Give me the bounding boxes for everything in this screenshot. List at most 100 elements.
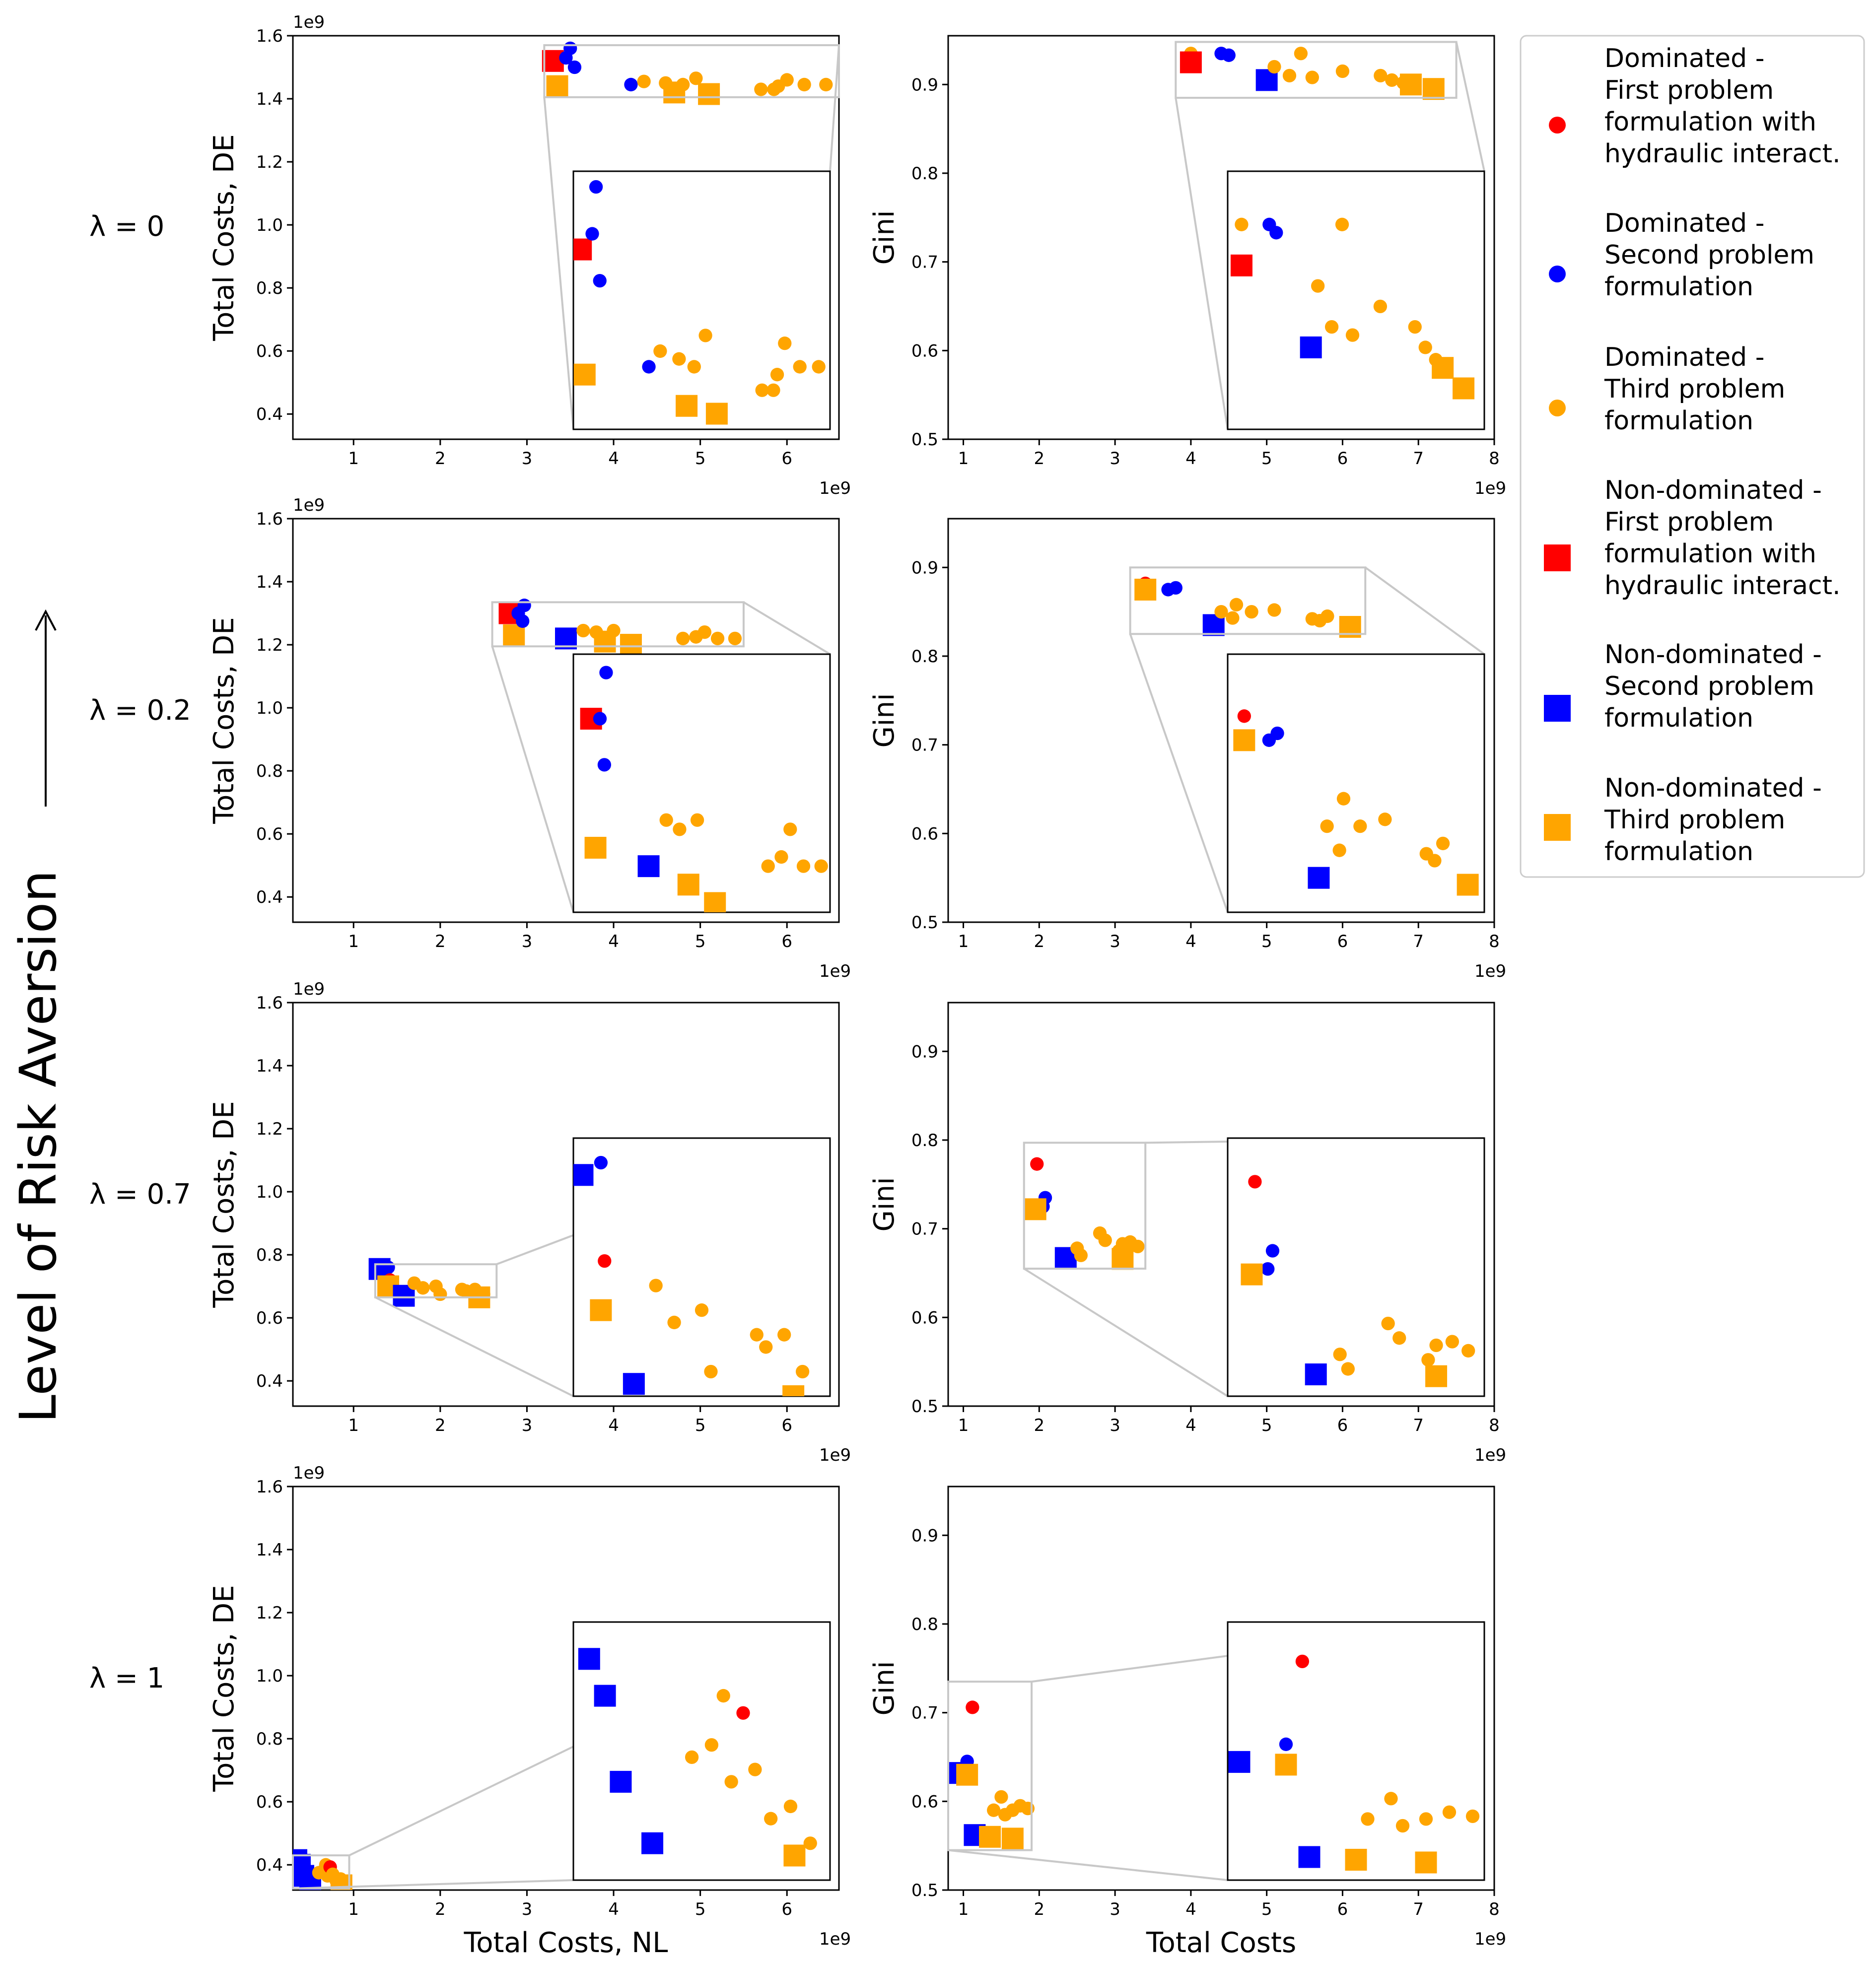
inset-point-dominated-first (1295, 1654, 1310, 1669)
y-axis-label: Gini (868, 1177, 901, 1231)
x-tick-label: 6 (781, 932, 792, 951)
x-tick-label: 1 (958, 1416, 969, 1435)
inset-point-dominated-third (659, 813, 673, 827)
inset-point-dominated-third (796, 859, 811, 873)
point-dominated-third (433, 1287, 447, 1301)
x-tick-label: 3 (1110, 449, 1120, 469)
inset-point-dominated-second (1261, 1262, 1275, 1276)
x-tick-label: 3 (1110, 1899, 1120, 1919)
x-tick-label: 1 (348, 1416, 359, 1435)
x-tick-label: 5 (695, 1899, 706, 1919)
x-tick-label: 1 (348, 1899, 359, 1919)
point-dominated-first (1030, 1157, 1044, 1171)
legend-marker-1 (1549, 266, 1566, 282)
point-dominated-third (576, 623, 590, 638)
y-tick-label: 0.8 (256, 278, 283, 298)
point-dominated-third (754, 82, 768, 96)
inset-point-nondominated-second (578, 1648, 600, 1670)
inset-point-dominated-second (593, 273, 607, 288)
point-nondominated-third (663, 81, 686, 104)
x-tick-label: 6 (1337, 932, 1348, 951)
point-nondominated-third (956, 1763, 978, 1786)
point-dominated-third (1245, 605, 1258, 619)
inset-point-dominated-second (1279, 1737, 1293, 1751)
x-tick-label: 6 (1337, 1899, 1348, 1919)
y-tick-label: 1.6 (256, 509, 283, 529)
point-dominated-third (1229, 598, 1244, 611)
row-label-1: λ = 0.2 (89, 694, 191, 727)
y-tick-label: 0.4 (256, 1855, 283, 1875)
legend-marker-5 (1544, 814, 1571, 841)
inset-point-dominated-third (795, 1364, 810, 1379)
x-tick-label: 3 (1110, 932, 1120, 951)
point-dominated-third (1267, 60, 1281, 74)
point-dominated-third (819, 77, 833, 92)
risk-aversion-arrow (35, 609, 57, 807)
inset-point-nondominated-third (783, 1844, 806, 1867)
inset-point-dominated-third (814, 859, 828, 873)
y-tick-label: 1.4 (256, 89, 283, 109)
row-label-3: λ = 1 (89, 1662, 164, 1694)
x-offset-label: 1e9 (819, 478, 851, 498)
point-dominated-third (1374, 68, 1388, 83)
y-tick-label: 0.5 (911, 1881, 938, 1900)
x-tick-label: 2 (435, 1899, 446, 1919)
inset-point-nondominated-third (1432, 357, 1454, 379)
point-dominated-third (1282, 68, 1297, 83)
x-offset-label: 1e9 (1474, 1929, 1506, 1949)
x-tick-label: 8 (1489, 1899, 1500, 1919)
x-tick-label: 8 (1489, 1416, 1500, 1435)
y-tick-label: 0.8 (911, 647, 938, 667)
point-dominated-first (966, 1700, 979, 1714)
legend-entry-4: Non-dominated - Second problem formulati… (1604, 640, 1830, 733)
point-dominated-third (1214, 605, 1228, 619)
inset-point-nondominated-third (677, 874, 699, 896)
y-tick-label: 0.9 (911, 558, 938, 578)
point-dominated-third (987, 1803, 1001, 1817)
subplot-r1-c0: 1 2 3 4 5 6 0.4 0.6 0.8 1.0 1.2 1.4 1.6 1e9 1e9 Total C… (208, 495, 851, 981)
x-tick-label: 5 (1261, 932, 1272, 951)
inset-points (1230, 217, 1475, 400)
subplot-r2-c1: 1 2 3 4 5 6 7 8 0.5 0.6 0.7 0.8 0.9 1e9 Gini (868, 1002, 1506, 1465)
x-tick-label: 5 (1261, 449, 1272, 469)
inset-point-nondominated-second (594, 1685, 616, 1707)
inset-point-nondominated-third (584, 837, 607, 859)
y-axis-label: Total Costs, DE (208, 1101, 240, 1308)
point-dominated-third (1074, 1248, 1088, 1262)
y-tick-label: 0.9 (911, 1526, 938, 1546)
zoom-connector (948, 1849, 1228, 1881)
legend-marker-0 (1549, 117, 1566, 134)
x-tick-label: 3 (522, 1899, 533, 1919)
y-offset-label: 1e9 (293, 495, 325, 515)
inset-point-dominated-third (1320, 819, 1334, 833)
y-tick-label: 0.8 (911, 1615, 938, 1634)
inset-point-dominated-third (766, 383, 780, 397)
x-tick-label: 8 (1489, 449, 1500, 469)
y-tick-label: 1.2 (256, 1603, 283, 1623)
y-tick-label: 0.6 (911, 341, 938, 361)
inset-points (578, 1648, 817, 1867)
inset-point-dominated-second (599, 666, 613, 679)
main-points (542, 41, 833, 105)
zoom-connector (829, 45, 840, 172)
subplot-r1-c1: 1 2 3 4 5 6 7 8 0.5 0.6 0.7 0.8 0.9 1e9 Gini (868, 518, 1506, 981)
point-dominated-third (1294, 47, 1308, 61)
inset-point-nondominated-first (1230, 254, 1252, 276)
y-tick-label: 0.5 (911, 913, 938, 933)
inset-point-dominated-third (770, 368, 784, 382)
inset-point-nondominated-second (1305, 1363, 1327, 1386)
x-tick-label: 2 (435, 1416, 446, 1435)
y-tick-label: 0.7 (911, 736, 938, 755)
zoom-region (1129, 566, 1367, 635)
legend-marker-4 (1544, 695, 1571, 722)
x-tick-label: 7 (1413, 1416, 1424, 1435)
y-tick-label: 1.6 (256, 26, 283, 46)
inset-point-dominated-third (1419, 1812, 1433, 1826)
point-nondominated-third (1112, 1248, 1134, 1270)
inset-point-dominated-third (1373, 299, 1388, 314)
inset-point-dominated-second (594, 1155, 608, 1170)
inset-point-dominated-third (1461, 1344, 1475, 1358)
inset-point-dominated-third (1311, 279, 1325, 293)
inset-point-dominated-third (724, 1775, 738, 1789)
x-axis-label: Total Costs (1146, 1927, 1296, 1959)
